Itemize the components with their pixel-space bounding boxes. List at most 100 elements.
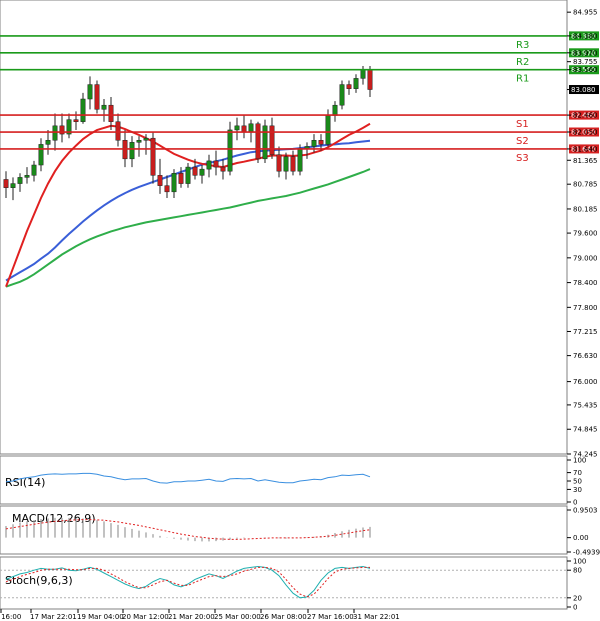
- candle-body: [73, 119, 79, 122]
- price-tick-label: 82.050: [573, 129, 598, 137]
- time-tick-label: 19 Mar 04:00: [77, 613, 124, 621]
- level-value-r1: 83.560: [571, 66, 596, 74]
- candle-body: [94, 84, 100, 110]
- last-price-box: [569, 85, 599, 95]
- candle-body: [325, 115, 331, 145]
- price-tick-label: 79.600: [573, 230, 598, 238]
- candle-body: [38, 144, 44, 166]
- rsi-pane-frame: [0, 455, 568, 505]
- candle-body: [318, 140, 324, 145]
- candle-body: [332, 104, 338, 116]
- level-name-s3: S3: [516, 153, 529, 164]
- rsi-tick-label: 30: [573, 486, 582, 494]
- price-tick-label: 84.955: [573, 9, 598, 17]
- price-tick-label: 78.400: [573, 279, 598, 287]
- macd-tick-label: 0.9503: [573, 507, 598, 515]
- time-tick-label: 26 Mar 08:00: [260, 613, 307, 621]
- stoch-tick-label: 0: [573, 604, 577, 612]
- macd-pane-frame: [0, 505, 568, 555]
- macd-tick-label: -0.4939: [573, 549, 600, 557]
- candle-body: [269, 125, 275, 155]
- last-price-value: 83.080: [571, 86, 596, 94]
- last-price-tag: 83.080: [569, 85, 599, 95]
- price-tick-label: 76.000: [573, 378, 598, 386]
- ma-red-line: [5, 122, 371, 288]
- time-tick-label: 25 Mar 00:00: [214, 613, 261, 621]
- level-name-r1: R1: [516, 74, 529, 85]
- macd-tick-label: 0.00: [573, 534, 589, 542]
- stoch-lines: [0, 565, 567, 599]
- ma-green-line: [5, 168, 371, 288]
- rsi-tick-label: 100: [573, 457, 586, 465]
- price-tick-label: 77.800: [573, 304, 598, 312]
- candle-body: [45, 140, 51, 145]
- level-tag-r3: [569, 31, 599, 41]
- candle-body: [220, 166, 226, 172]
- level-name-r2: R2: [516, 57, 529, 68]
- macd-histogram: [5, 517, 371, 542]
- candle-body: [213, 160, 219, 168]
- candle-body: [17, 177, 23, 184]
- candle-body: [206, 160, 212, 170]
- candle-body: [185, 166, 191, 184]
- macd-axis: 0.9503 0.00 -0.4939: [567, 507, 600, 557]
- stoch-title: Stoch(9,6,3): [5, 574, 73, 587]
- candle-body: [10, 183, 16, 188]
- price-tick-label: 84.380: [573, 32, 598, 40]
- candle-body: [339, 84, 345, 106]
- candle-body: [227, 129, 233, 172]
- level-tag-s2: [569, 127, 599, 137]
- candle-body: [136, 140, 142, 143]
- candle-body: [157, 175, 163, 186]
- candle-body: [171, 173, 177, 193]
- candle-body: [248, 123, 254, 133]
- price-tick-label: 76.630: [573, 352, 598, 360]
- candles: [3, 66, 373, 201]
- candle-body: [367, 69, 373, 90]
- candle-body: [143, 137, 149, 141]
- price-tick-label: 82.460: [573, 112, 598, 120]
- candle-body: [66, 119, 72, 135]
- price-tick-label: 75.435: [573, 401, 598, 409]
- level-tag-s1: [569, 110, 599, 120]
- candle-body: [262, 125, 268, 160]
- candle-body: [101, 104, 107, 110]
- candle-body: [192, 166, 198, 176]
- candle-body: [346, 84, 352, 89]
- price-tick-label: 81.365: [573, 157, 598, 165]
- time-tick-label: 31 Mar 22:01: [353, 613, 400, 621]
- candle-body: [297, 148, 303, 172]
- rsi-tick-label: 50: [573, 478, 582, 486]
- rsi-line: [5, 472, 371, 484]
- macd-signal: [5, 519, 371, 540]
- price-tick-label: 74.245: [573, 451, 598, 459]
- candle-body: [234, 125, 240, 131]
- level-name-r3: R3: [516, 40, 529, 51]
- price-tick-label: 83.970: [573, 49, 598, 57]
- price-tick-label: 79.000: [573, 254, 598, 262]
- rsi-tick-label: 0: [573, 499, 577, 507]
- candle-body: [80, 98, 86, 122]
- time-tick-label: 17 Mar 22:01: [30, 613, 77, 621]
- level-value-r3: 84.380: [571, 32, 596, 40]
- time-tick-label: 21 Mar 20:00: [168, 613, 215, 621]
- macd-title: MACD(12,26,9): [12, 512, 96, 525]
- candle-body: [276, 154, 282, 172]
- price-tick-label: 77.215: [573, 328, 598, 336]
- candle-body: [59, 125, 65, 135]
- candle-body: [108, 104, 114, 122]
- time-tick-label: r 16:00: [0, 613, 21, 621]
- level-value-s3: 81.640: [571, 145, 596, 153]
- candle-body: [164, 185, 170, 193]
- price-tick-label: 80.785: [573, 181, 598, 189]
- candle-body: [311, 140, 317, 147]
- price-tick-label: 83.560: [573, 66, 598, 74]
- candle-body: [283, 156, 289, 172]
- candle-body: [129, 142, 135, 160]
- level-name-s2: S2: [516, 136, 529, 147]
- price-tick-label: 80.185: [573, 205, 598, 213]
- candle-body: [31, 164, 37, 176]
